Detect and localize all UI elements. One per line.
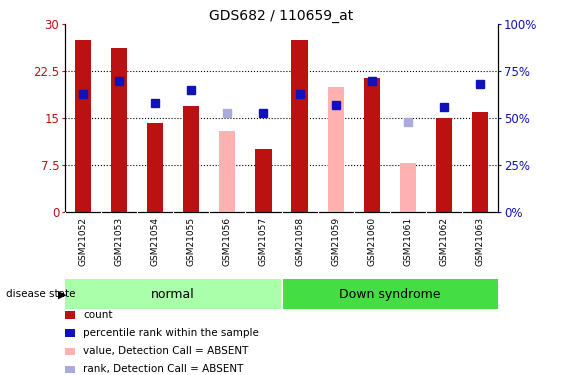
Text: count: count xyxy=(83,310,113,320)
Text: GSM21056: GSM21056 xyxy=(223,217,232,266)
Bar xyxy=(75,40,91,212)
Bar xyxy=(147,123,163,212)
Bar xyxy=(255,149,271,212)
Bar xyxy=(472,112,488,212)
Bar xyxy=(400,163,416,212)
Text: GSM21052: GSM21052 xyxy=(78,217,87,266)
Text: percentile rank within the sample: percentile rank within the sample xyxy=(83,328,259,338)
Text: GSM21058: GSM21058 xyxy=(295,217,304,266)
Bar xyxy=(111,48,127,212)
Bar xyxy=(436,118,452,212)
Text: GSM21061: GSM21061 xyxy=(404,217,413,266)
Bar xyxy=(328,87,344,212)
Text: GSM21053: GSM21053 xyxy=(114,217,123,266)
Text: GSM21062: GSM21062 xyxy=(440,217,449,266)
Text: normal: normal xyxy=(151,288,195,301)
Text: Down syndrome: Down syndrome xyxy=(339,288,441,301)
Text: GSM21060: GSM21060 xyxy=(367,217,376,266)
Text: ▶: ▶ xyxy=(58,290,66,299)
Bar xyxy=(292,40,308,212)
Text: GDS682 / 110659_at: GDS682 / 110659_at xyxy=(209,9,354,23)
Bar xyxy=(219,130,235,212)
Bar xyxy=(364,78,380,212)
Text: value, Detection Call = ABSENT: value, Detection Call = ABSENT xyxy=(83,346,249,356)
Bar xyxy=(183,106,199,212)
Text: GSM21063: GSM21063 xyxy=(476,217,485,266)
Text: disease state: disease state xyxy=(6,290,75,299)
Text: GSM21057: GSM21057 xyxy=(259,217,268,266)
Bar xyxy=(65,279,282,309)
Text: rank, Detection Call = ABSENT: rank, Detection Call = ABSENT xyxy=(83,364,244,374)
Text: GSM21059: GSM21059 xyxy=(331,217,340,266)
Text: GSM21054: GSM21054 xyxy=(150,217,159,266)
Text: GSM21055: GSM21055 xyxy=(187,217,196,266)
Bar xyxy=(282,279,498,309)
